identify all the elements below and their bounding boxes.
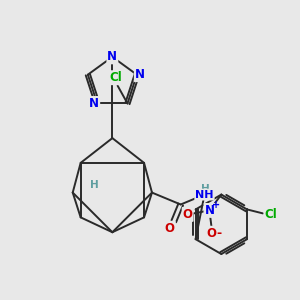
Text: H: H [201,184,210,194]
Text: H: H [90,180,99,190]
Text: N: N [204,204,214,217]
Text: O: O [206,227,216,240]
Text: Cl: Cl [265,208,277,221]
Text: NH: NH [195,190,214,200]
Text: N: N [135,68,145,81]
Text: +: + [212,200,220,211]
Text: O: O [165,222,175,235]
Text: O: O [183,208,193,221]
Text: N: N [107,50,117,63]
Text: Cl: Cl [109,71,122,84]
Text: -: - [217,227,222,240]
Text: N: N [89,97,99,110]
